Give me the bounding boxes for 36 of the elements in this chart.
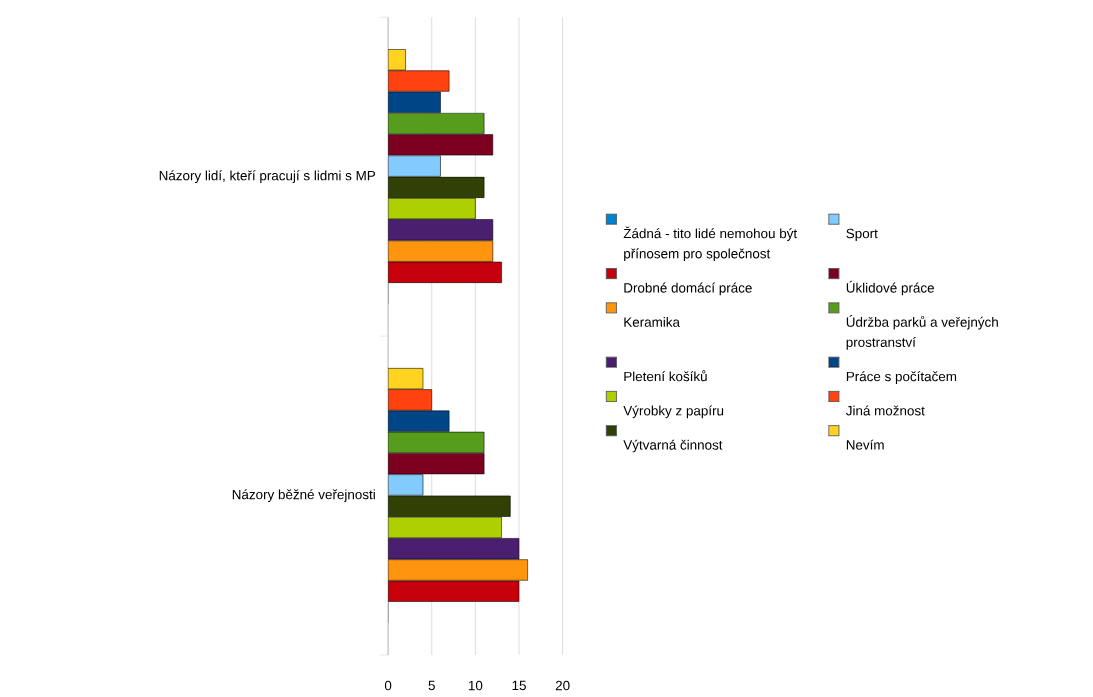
legend-label: Žádná - tito lidé nemohou být přínosem pro společnost [623,226,798,261]
y-tick-label: Názory lidí, kteří pracují s lidmi s MP [159,170,376,183]
bar [388,538,520,560]
bar [388,70,450,92]
bar [388,516,502,538]
legend-label: Drobné domácí práce [624,282,752,296]
legend-label: Nevím [846,439,884,450]
bar [388,197,476,220]
legend-label: Pletení košíků [624,370,707,382]
x-tick-label: 20 [555,680,570,691]
bar [388,91,441,113]
bar [388,431,485,453]
legend-label: Práce s počítačem [846,371,957,384]
bar [388,452,485,475]
bar [388,134,494,156]
legend-label: Výtvarná činnost [623,439,723,453]
x-tick-label: 15 [512,680,526,691]
bar [388,240,494,262]
legend-label: Sport [846,228,878,241]
x-tick-label: 0 [384,680,392,691]
bar [388,410,450,432]
bar [388,219,494,241]
y-tick-label: Názory běžné veřejnosti [232,489,375,502]
x-tick-label: 5 [428,680,435,691]
bar [388,367,424,390]
legend-label: Jiná možnost [845,405,925,416]
bar [388,112,485,135]
legend-label: Úklidové práce [846,280,934,296]
legend-label: Výrobky z papíru [623,405,724,419]
legend-label: Keramika [624,316,680,327]
x-tick-label: 10 [468,680,483,691]
bar [388,261,502,283]
legend-label: Údržba parků a veřejných prostranství [846,314,998,350]
bar [388,389,433,411]
bar [388,559,529,581]
bar [388,580,520,602]
